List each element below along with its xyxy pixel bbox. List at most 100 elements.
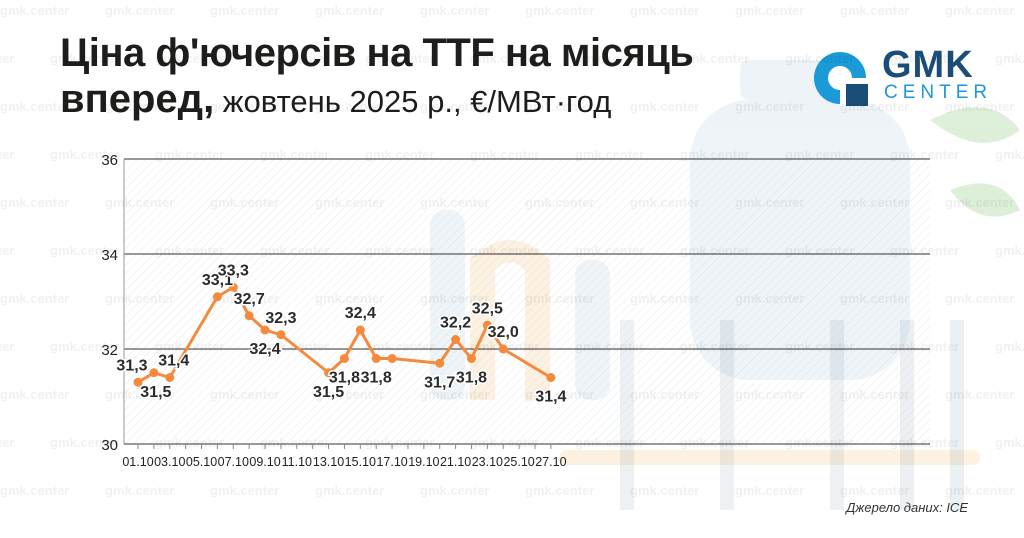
chart-title: Ціна ф'ючерсів на TTF на місяць вперед, … xyxy=(60,30,800,125)
watermark-text: gmk.center xyxy=(525,483,594,498)
watermark-text: gmk.center xyxy=(420,99,489,114)
watermark-text: gmk.center xyxy=(630,99,699,114)
y-tick-label: 34 xyxy=(101,247,118,264)
watermark-text: gmk.center xyxy=(155,51,224,66)
data-label: 31,4 xyxy=(535,389,566,406)
x-tick-label: 05.10 xyxy=(186,455,217,469)
data-point xyxy=(165,373,175,382)
watermark-text: gmk.center xyxy=(735,483,804,498)
watermark-text: gmk.center xyxy=(630,483,699,498)
watermark-text: gmk.center xyxy=(0,3,69,18)
data-point xyxy=(133,377,143,387)
watermark-text: gmk.center xyxy=(0,195,69,210)
watermark-text: gmk.center xyxy=(105,99,174,114)
x-axis: 01.10 03.10 05.10 07.10 09.10 11.10 13.10 15.10… xyxy=(122,444,567,469)
watermark-text: gmk.center xyxy=(50,435,119,450)
watermark-text: gmk.center xyxy=(315,99,384,114)
series-line xyxy=(133,282,556,387)
x-tick-label: 21.10 xyxy=(440,455,471,469)
watermark-text: gmk.center xyxy=(575,51,644,66)
watermark-text: gmk.center xyxy=(105,483,174,498)
data-label: 31,8 xyxy=(456,370,487,387)
watermark-text: gmk.center xyxy=(525,99,594,114)
watermark-text: gmk.center xyxy=(50,147,119,162)
data-point xyxy=(498,344,508,354)
data-label: 31,8 xyxy=(361,370,392,387)
logo-sub: CENTER xyxy=(884,82,993,103)
x-tick-label: 25.10 xyxy=(503,455,534,469)
x-tick-label: 13.10 xyxy=(313,455,344,469)
watermark-text: gmk.center xyxy=(995,243,1024,258)
data-label: 32,5 xyxy=(472,300,503,317)
data-point xyxy=(466,354,476,363)
watermark-text: gmk.center xyxy=(995,435,1024,450)
watermark-text: gmk.center xyxy=(210,483,279,498)
x-tick-label: 11.10 xyxy=(282,455,312,469)
watermark-text: gmk.center xyxy=(0,291,69,306)
watermark-text: gmk.center xyxy=(525,3,594,18)
watermark-text: gmk.center xyxy=(0,51,14,66)
data-label: 32,2 xyxy=(440,315,471,332)
data-label: 33,1 xyxy=(202,272,233,289)
watermark-text: gmk.center xyxy=(365,51,434,66)
watermark-text: gmk.center xyxy=(735,99,804,114)
watermark-text: gmk.center xyxy=(155,147,224,162)
gmk-logo-icon xyxy=(814,52,868,106)
source-note: Джерело даних: ICE xyxy=(846,500,968,515)
watermark-text: gmk.center xyxy=(50,339,119,354)
watermark-text: gmk.center xyxy=(470,147,539,162)
title-line-2-bold: вперед, xyxy=(60,77,215,121)
watermark-text: gmk.center xyxy=(840,483,909,498)
y-tick-label: 36 xyxy=(101,152,118,169)
watermark-text: gmk.center xyxy=(50,51,119,66)
watermark-text: gmk.center xyxy=(945,195,1014,210)
watermark-text: gmk.center xyxy=(0,339,14,354)
data-label: 31,4 xyxy=(158,353,189,370)
watermark-text: gmk.center xyxy=(945,99,1014,114)
gridlines xyxy=(124,158,930,445)
x-tick-label: 01.10 xyxy=(122,455,153,469)
watermark-text: gmk.center xyxy=(945,483,1014,498)
watermark-text: gmk.center xyxy=(105,3,174,18)
data-label: 32,4 xyxy=(249,341,280,358)
watermark-text: gmk.center xyxy=(260,51,329,66)
plot-area xyxy=(124,159,930,444)
data-label: 31,3 xyxy=(116,357,147,374)
data-labels: 31,331,531,433,133,332,732,432,331,531,8… xyxy=(115,261,568,407)
x-tick-label: 09.10 xyxy=(249,455,280,469)
data-label: 31,5 xyxy=(140,384,171,401)
watermark-text: gmk.center xyxy=(0,99,69,114)
title-line-2: вперед, жовтень 2025 р., €/МВт·год xyxy=(60,76,800,125)
watermark-text: gmk.center xyxy=(0,243,14,258)
data-point xyxy=(276,330,286,340)
data-point xyxy=(435,358,445,368)
title-line-2-rest: жовтень 2025 р., €/МВт·год xyxy=(214,84,612,119)
data-point xyxy=(228,282,238,292)
data-label: 31,5 xyxy=(313,384,344,401)
data-point xyxy=(387,354,397,363)
x-tick-label: 07.10 xyxy=(218,455,249,469)
data-label: 33,3 xyxy=(218,262,249,279)
watermark-text: gmk.center xyxy=(210,99,279,114)
watermark-text: gmk.center xyxy=(50,243,119,258)
data-point xyxy=(451,335,461,344)
title-line-1: Ціна ф'ючерсів на TTF на місяць xyxy=(60,31,694,75)
watermark-text: gmk.center xyxy=(785,147,854,162)
x-tick-label: 19.10 xyxy=(408,455,439,469)
data-point xyxy=(482,320,492,330)
y-axis: 30 32 34 36 xyxy=(101,152,125,454)
watermark-text: gmk.center xyxy=(315,483,384,498)
watermark-text: gmk.center xyxy=(680,147,749,162)
watermark-text: gmk.center xyxy=(260,147,329,162)
watermark-text: gmk.center xyxy=(995,147,1024,162)
data-point xyxy=(324,368,334,378)
data-point xyxy=(355,325,365,335)
watermark-text: gmk.center xyxy=(575,147,644,162)
watermark-text: gmk.center xyxy=(840,99,909,114)
data-point xyxy=(212,292,222,302)
gmk-logo: GMK CENTER xyxy=(812,44,993,106)
y-tick-label: 30 xyxy=(101,437,118,454)
watermark-text: gmk.center xyxy=(0,147,14,162)
watermark-text: gmk.center xyxy=(0,387,69,402)
watermark-text: gmk.center xyxy=(210,3,279,18)
